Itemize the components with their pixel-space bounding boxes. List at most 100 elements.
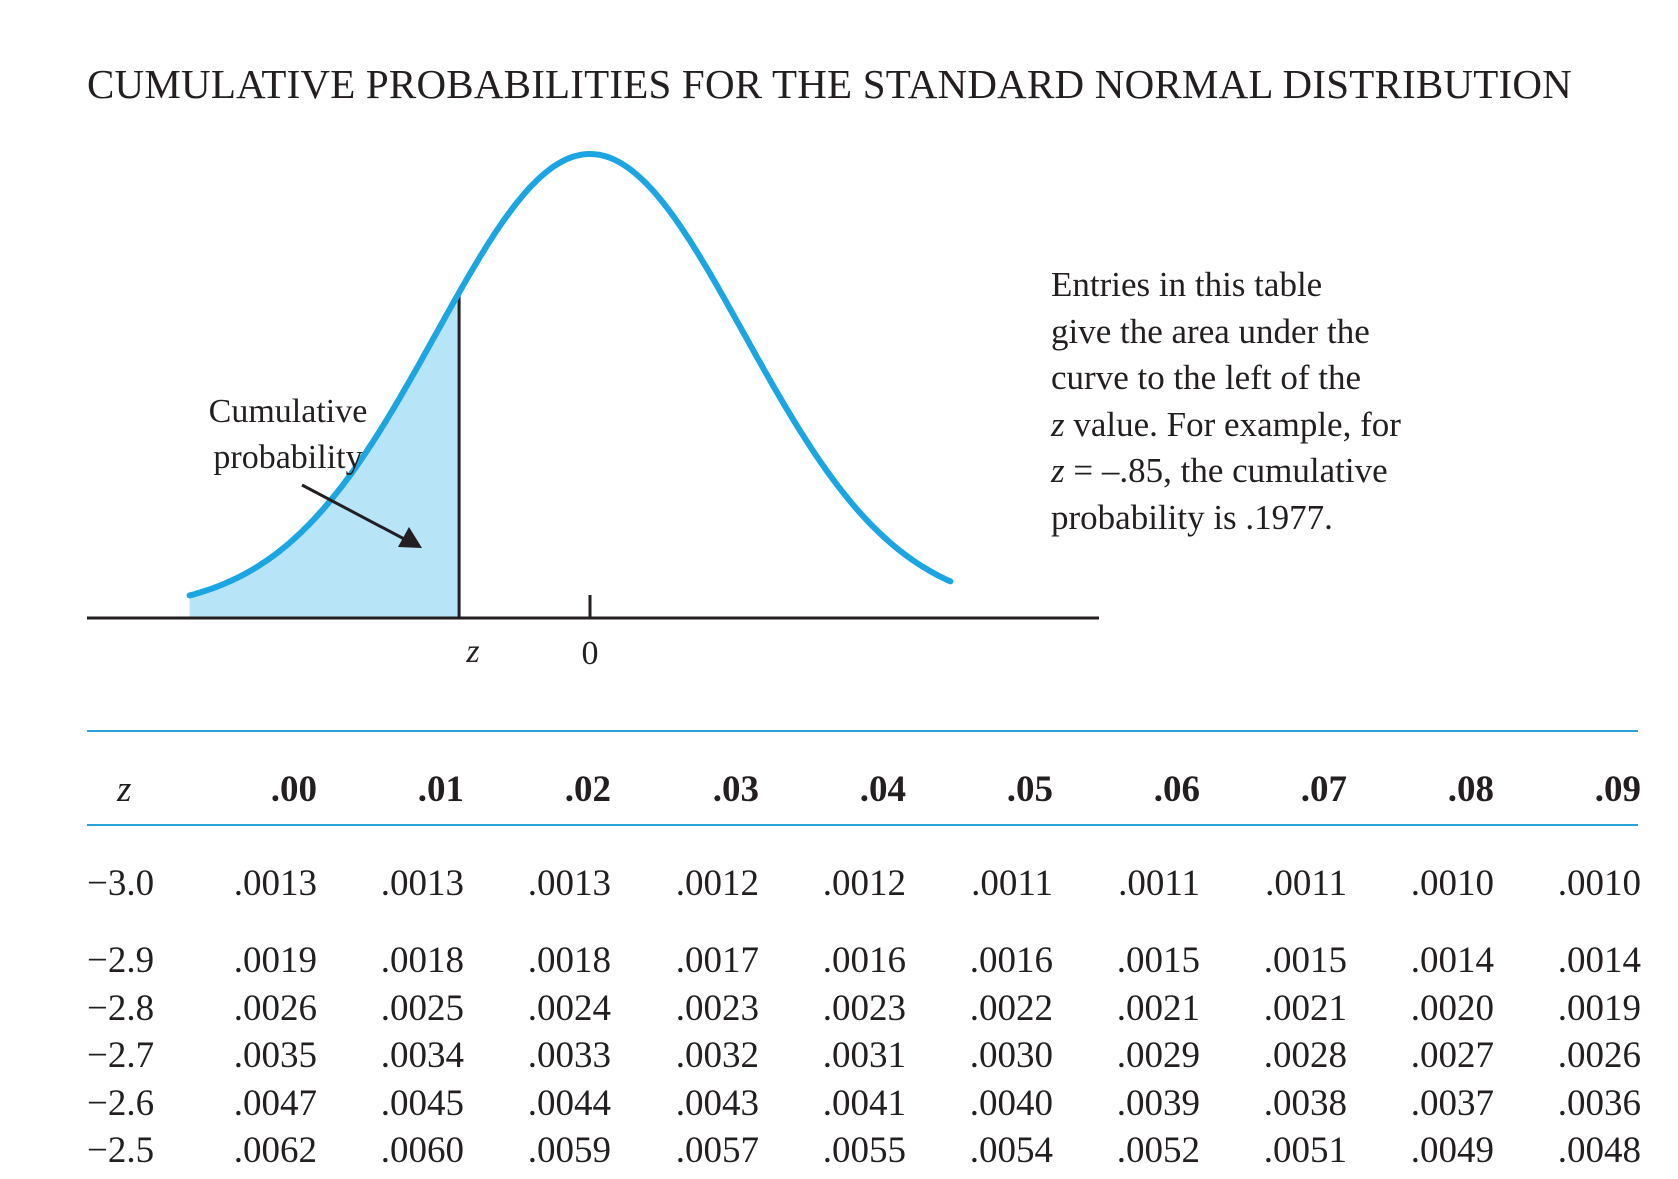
probability-cell: .0013 [527, 863, 611, 904]
figure-label-probability: probability [213, 439, 362, 476]
probability-cell: .0052 [1116, 1130, 1200, 1171]
probability-cell: .0012 [675, 863, 759, 904]
probability-cell: .0060 [380, 1130, 464, 1171]
probability-cell: .0016 [969, 940, 1053, 981]
table-header-rule [87, 824, 1638, 826]
probability-cell: .0020 [1410, 988, 1494, 1029]
probability-cell: .0018 [380, 940, 464, 981]
explanation-line-3: curve to the left of the [1051, 358, 1362, 397]
probability-cell: .0043 [675, 1083, 759, 1124]
probability-cell: .0016 [822, 940, 906, 981]
probability-cell: .0057 [675, 1130, 759, 1171]
column-header: .09 [1594, 769, 1641, 810]
row-z-value: −3.0 [87, 863, 155, 904]
table-explanation: Entries in this table give the area unde… [1051, 262, 1571, 541]
probability-cell: .0024 [527, 988, 611, 1029]
probability-cell: .0041 [822, 1083, 906, 1124]
pointer-arrowhead-icon [398, 527, 422, 548]
probability-cell: .0031 [822, 1035, 906, 1076]
probability-cell: .0019 [1557, 988, 1641, 1029]
probability-cell: .0017 [675, 940, 759, 981]
probability-cell: .0055 [822, 1130, 906, 1171]
probability-cell: .0023 [822, 988, 906, 1029]
normal-curve-figure: Cumulative probability z 0 [87, 151, 1099, 672]
probability-cell: .0010 [1557, 863, 1641, 904]
probability-cell: .0022 [969, 988, 1053, 1029]
table-top-rule [87, 730, 1638, 732]
probability-cell: .0026 [1557, 1035, 1641, 1076]
probability-cell: .0012 [822, 863, 906, 904]
probability-cell: .0028 [1263, 1035, 1347, 1076]
row-z-value: −2.8 [87, 988, 155, 1029]
column-header-z: z [117, 769, 132, 810]
column-header: .03 [712, 769, 759, 810]
column-header: .06 [1153, 769, 1200, 810]
probability-cell: .0059 [527, 1130, 611, 1171]
probability-cell: .0034 [380, 1035, 464, 1076]
z-table: z .00 .01 .02 .03 .04 .05 .06 .07 .08 .09 −3.0 .0013… [87, 0, 1641, 1179]
probability-cell: .0039 [1116, 1083, 1200, 1124]
probability-cell: .0027 [1410, 1035, 1494, 1076]
probability-cell: .0021 [1116, 988, 1200, 1029]
page-title: CUMULATIVE PROBABILITIES FOR THE STANDAR… [87, 61, 1572, 107]
probability-cell: .0032 [675, 1035, 759, 1076]
column-header: .08 [1447, 769, 1494, 810]
probability-cell: .0033 [527, 1035, 611, 1076]
explanation-line-4-text: value. For example, for [1064, 404, 1401, 444]
explanation-line-6: probability is .1977. [1051, 497, 1333, 537]
probability-cell: .0011 [971, 863, 1053, 904]
probability-cell: .0049 [1410, 1130, 1494, 1171]
column-header: .02 [564, 769, 611, 810]
explanation-line-5-text: = –.85, the cumulative [1064, 451, 1388, 490]
probability-cell: .0036 [1557, 1083, 1641, 1124]
row-z-value: −2.9 [87, 940, 155, 981]
probability-cell: .0035 [233, 1035, 317, 1076]
column-header: .01 [417, 769, 464, 810]
probability-cell: .0015 [1116, 940, 1200, 981]
column-header: .07 [1300, 769, 1347, 810]
probability-cell: .0047 [233, 1083, 317, 1124]
probability-cell: .0014 [1410, 940, 1494, 981]
column-header: .04 [859, 769, 906, 810]
probability-cell: .0040 [969, 1083, 1053, 1124]
probability-cell: .0023 [675, 988, 759, 1029]
explanation-line-2: give the area under the [1051, 311, 1370, 351]
probability-cell: .0013 [380, 863, 464, 904]
probability-cell: .0019 [233, 940, 317, 981]
z-axis-label: z [465, 633, 479, 670]
probability-cell: .0025 [380, 988, 464, 1029]
explanation-z-symbol: z [1051, 404, 1065, 444]
probability-cell: .0048 [1557, 1130, 1641, 1171]
explanation-line-1: Entries in this table [1051, 265, 1323, 304]
probability-cell: .0018 [527, 940, 611, 981]
cumulative-shaded-area [189, 292, 460, 618]
probability-cell: .0054 [969, 1130, 1053, 1171]
probability-cell: .0030 [969, 1035, 1053, 1076]
zero-axis-label: 0 [582, 635, 599, 672]
explanation-line-5: z = –.85, the cumulative [1051, 448, 1571, 495]
probability-cell: .0037 [1410, 1083, 1494, 1124]
probability-cell: .0015 [1263, 940, 1347, 981]
probability-cell: .0014 [1557, 940, 1641, 981]
probability-cell: .0038 [1263, 1083, 1347, 1124]
probability-cell: .0029 [1116, 1035, 1200, 1076]
explanation-line-4: z value. For example, for [1051, 402, 1571, 449]
explanation-z-symbol: z [1051, 451, 1065, 490]
probability-cell: .0013 [233, 863, 317, 904]
row-z-value: −2.5 [87, 1130, 155, 1171]
probability-cell: .0011 [1265, 863, 1347, 904]
figure-label-cumulative: Cumulative [209, 393, 368, 430]
pointer-arrow-shaft [301, 483, 409, 543]
column-header: .00 [270, 769, 317, 810]
row-z-value: −2.7 [87, 1035, 155, 1076]
row-z-value: −2.6 [87, 1083, 155, 1124]
probability-cell: .0051 [1263, 1130, 1347, 1171]
normal-curve [186, 151, 954, 599]
probability-cell: .0044 [527, 1083, 611, 1124]
probability-cell: .0026 [233, 988, 317, 1029]
probability-cell: .0011 [1118, 863, 1200, 904]
probability-cell: .0021 [1263, 988, 1347, 1029]
probability-cell: .0010 [1410, 863, 1494, 904]
column-header: .05 [1006, 769, 1053, 810]
probability-cell: .0062 [233, 1130, 317, 1171]
